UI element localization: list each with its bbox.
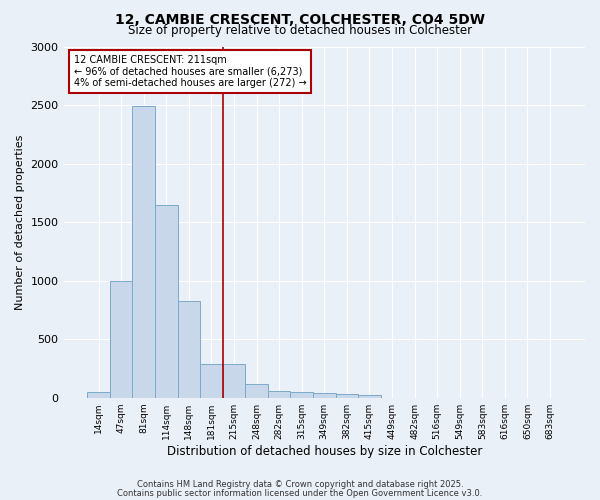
Bar — [290, 392, 313, 398]
X-axis label: Distribution of detached houses by size in Colchester: Distribution of detached houses by size … — [167, 444, 482, 458]
Text: Contains HM Land Registry data © Crown copyright and database right 2025.: Contains HM Land Registry data © Crown c… — [137, 480, 463, 489]
Bar — [268, 392, 290, 398]
Text: Contains public sector information licensed under the Open Government Licence v3: Contains public sector information licen… — [118, 488, 482, 498]
Bar — [155, 204, 178, 398]
Bar — [178, 300, 200, 398]
Bar — [133, 106, 155, 398]
Text: Size of property relative to detached houses in Colchester: Size of property relative to detached ho… — [128, 24, 472, 37]
Text: 12, CAMBIE CRESCENT, COLCHESTER, CO4 5DW: 12, CAMBIE CRESCENT, COLCHESTER, CO4 5DW — [115, 12, 485, 26]
Bar — [200, 364, 223, 398]
Bar — [87, 392, 110, 398]
Bar — [110, 280, 133, 398]
Y-axis label: Number of detached properties: Number of detached properties — [15, 134, 25, 310]
Text: 12 CAMBIE CRESCENT: 211sqm
← 96% of detached houses are smaller (6,273)
4% of se: 12 CAMBIE CRESCENT: 211sqm ← 96% of deta… — [74, 56, 307, 88]
Bar — [358, 396, 381, 398]
Bar — [245, 384, 268, 398]
Bar — [313, 393, 335, 398]
Bar — [223, 364, 245, 398]
Bar — [335, 394, 358, 398]
